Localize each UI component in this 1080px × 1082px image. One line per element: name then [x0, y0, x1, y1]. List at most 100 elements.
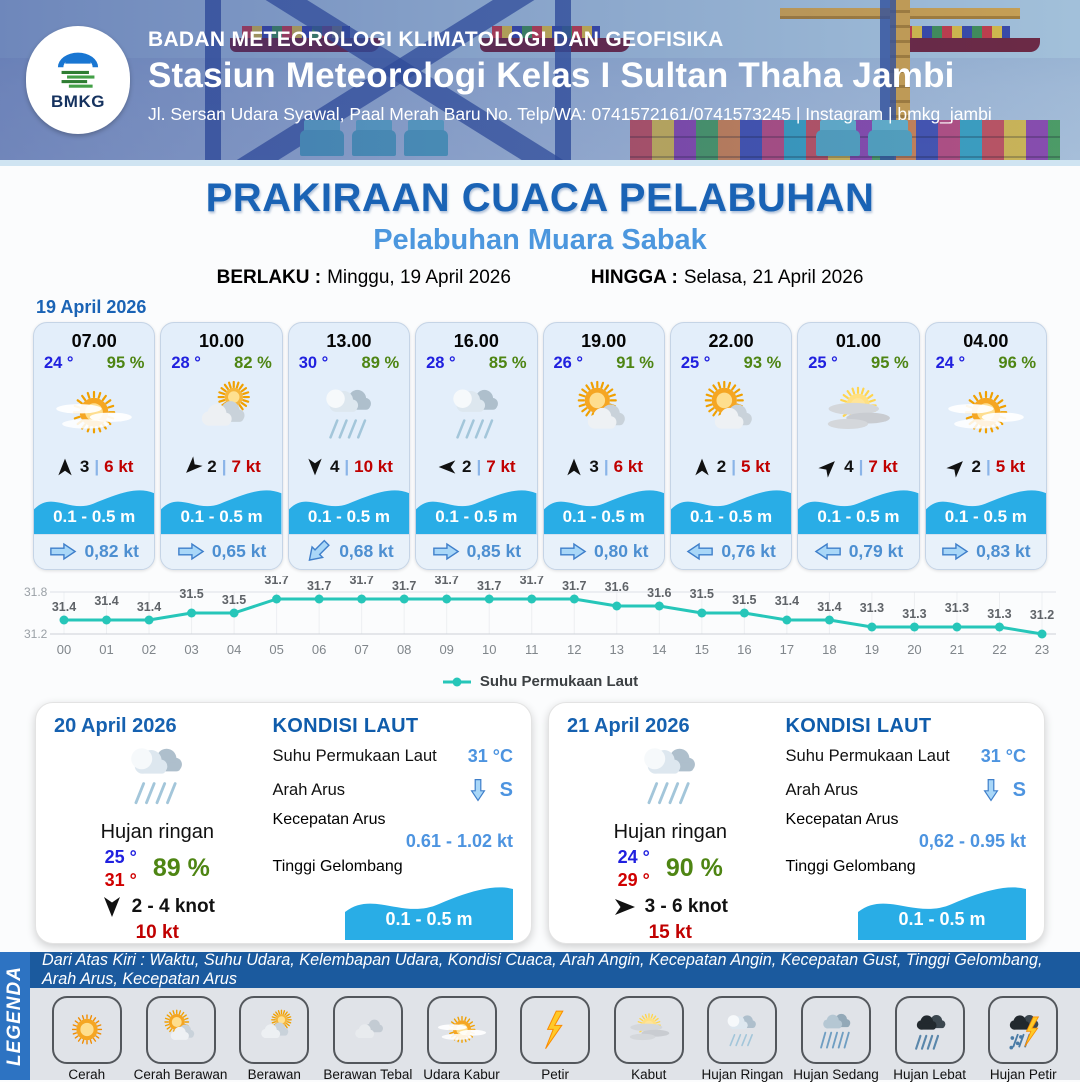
svg-text:09: 09 [439, 642, 453, 657]
wave-shape [345, 887, 513, 940]
forecast-time: 04.00 [963, 331, 1009, 351]
sea-condition-section: KONDISI LAUT Suhu Permukaan Laut 31 °C A… [780, 715, 1026, 940]
wind-direction-icon [186, 456, 203, 473]
forecast-card: 13.00 30 ° 89 % 4 | 10 kt 0.1 - 0.5 m 0,… [287, 322, 411, 570]
svg-text:23: 23 [1035, 642, 1049, 657]
data-point [187, 608, 197, 618]
humidity: 95 % [871, 354, 909, 372]
wind-info: 2 - 4 knot [100, 895, 215, 919]
forecast-card: 04.00 24 ° 96 % 2 | 5 kt 0.1 - 0.5 m 0,8… [924, 322, 1047, 570]
forecast-time: 07.00 [71, 331, 117, 351]
legend-series-label: Suhu Permukaan Laut [479, 673, 639, 690]
wave-height-value: 0.1 - 0.5 m [307, 506, 391, 526]
gust-speed: 15 kt [648, 922, 692, 943]
wind-info: 3 - 6 knot [613, 895, 728, 919]
data-point [994, 622, 1004, 632]
day-forecast-panel: 21 April 2026 Hujan ringan 24 ° 29 ° 90 … [548, 702, 1045, 944]
sst-chart-section: 31.8 31.2 31.4 00 31.4 01 31.4 02 31.5 03 31.5 04 31… [0, 570, 1080, 690]
air-temperature: 25 ° [808, 354, 838, 372]
wind-speed: 6 kt [613, 456, 643, 476]
weather-icon [544, 373, 664, 453]
valid-from-value: Minggu, 19 April 2026 [327, 267, 511, 288]
legend-label: Kabut [631, 1067, 667, 1082]
wind-scale: 3 [589, 456, 599, 476]
humidity: 89 % [361, 354, 400, 372]
bmkg-logo: BMKG [26, 26, 130, 134]
wave-height-band: 0.1 - 0.5 m [288, 481, 410, 534]
wave-height-value: 0.1 - 0.5 m [180, 506, 263, 526]
wind-speed: 10 kt [354, 456, 393, 476]
legend-footer: LEGENDA Dari Atas Kiri : Waktu, Suhu Uda… [0, 951, 1080, 1082]
legend-label: Cerah Berawan [133, 1067, 228, 1082]
svg-text:13: 13 [610, 642, 624, 657]
station-name: Stasiun Meteorologi Kelas I Sultan Thaha… [148, 56, 955, 95]
wave-height-badge: 0.1 - 0.5 m [345, 878, 513, 940]
hourly-forecast-row: 07.00 24 ° 95 % 3 | 6 kt 0.1 - 0.5 m 0,8… [0, 322, 1080, 570]
current-direction-label: Arah Arus [785, 780, 859, 799]
wave-shape [34, 490, 155, 534]
svg-text:31.5: 31.5 [690, 587, 714, 601]
air-temperature: 28 ° [171, 354, 201, 372]
panel-date: 21 April 2026 [567, 715, 690, 737]
sea-condition-heading: KONDISI LAUT [272, 715, 419, 737]
legend-item: Hujan Sedang [789, 996, 883, 1082]
weather-condition-label: Hujan ringan [613, 821, 727, 843]
sst-label: Suhu Permukaan Laut [272, 747, 437, 765]
forecast-card: 19.00 26 ° 91 % 3 | 6 kt 0.1 - 0.5 m 0,8… [542, 322, 665, 570]
data-point [357, 594, 367, 604]
svg-text:19: 19 [865, 642, 879, 657]
temp-max: 31 ° [104, 869, 137, 890]
legend-item: Berawan Tebal [321, 996, 415, 1082]
svg-text:12: 12 [567, 642, 581, 657]
forecast-time: 22.00 [708, 331, 754, 351]
legend-label: Hujan Sedang [793, 1067, 879, 1082]
svg-text:00: 00 [57, 642, 71, 657]
svg-text:31.6: 31.6 [647, 586, 671, 600]
forecast-time: 10.00 [199, 331, 245, 351]
weather-icon [671, 373, 791, 453]
data-point [272, 594, 282, 604]
data-point [59, 615, 69, 625]
forecast-time: 13.00 [326, 331, 372, 351]
current-direction-icon [814, 543, 841, 561]
svg-text:22: 22 [992, 642, 1006, 657]
wind-speed: 7 kt [231, 456, 261, 476]
weather-condition-label: Hujan ringan [100, 821, 214, 843]
svg-text:31.3: 31.3 [987, 607, 1011, 621]
legend-icon [239, 996, 310, 1064]
legend-icon [520, 996, 591, 1064]
legend-icons-row: Cerah Cerah Berawan Berawan Berawan Teba… [30, 988, 1080, 1082]
wave-shape [925, 490, 1046, 534]
air-temperature: 24 ° [44, 354, 74, 372]
temp-max: 29 ° [617, 869, 650, 890]
current-info: 0,85 kt [416, 533, 537, 569]
station-address: Jl. Sersan Udara Syawal, Paal Merah Baru… [148, 104, 992, 124]
wave-shape [288, 490, 410, 534]
svg-text:31.5: 31.5 [179, 587, 203, 601]
current-direction-icon [560, 543, 587, 561]
data-point [527, 594, 537, 604]
current-info: 0,79 kt [798, 533, 919, 569]
data-point [442, 594, 452, 604]
current-direction-icon [432, 543, 459, 561]
wave-height-value: 0.1 - 0.5 m [898, 909, 986, 929]
sea-condition-section: KONDISI LAUT Suhu Permukaan Laut 31 °C A… [267, 715, 513, 940]
legend-item: Kabut [602, 996, 696, 1082]
current-speed: 0,80 kt [593, 541, 649, 562]
temp-min: 24 ° [617, 847, 650, 867]
legend-icon [426, 996, 497, 1064]
wind-speed-range: 2 - 4 knot [131, 896, 215, 917]
wave-height-value: 0.1 - 0.5 m [817, 506, 900, 526]
wave-shape [858, 887, 1026, 940]
svg-text:31.2: 31.2 [24, 627, 48, 641]
forecast-card: 22.00 25 ° 93 % 2 | 5 kt 0.1 - 0.5 m 0,7… [669, 322, 793, 570]
forecast-card: 01.00 25 ° 95 % 4 | 7 kt 0.1 - 0.5 m 0,7… [797, 322, 920, 570]
panel-date: 20 April 2026 [54, 715, 177, 737]
wave-height-band: 0.1 - 0.5 m [543, 481, 664, 534]
svg-text:31.7: 31.7 [264, 576, 288, 587]
wind-scale: 2 [207, 456, 217, 476]
wave-height-label: Tinggi Gelombang [785, 858, 916, 875]
current-info: 0,80 kt [543, 533, 664, 569]
svg-text:31.4: 31.4 [94, 594, 118, 608]
svg-text:31.7: 31.7 [349, 576, 373, 587]
